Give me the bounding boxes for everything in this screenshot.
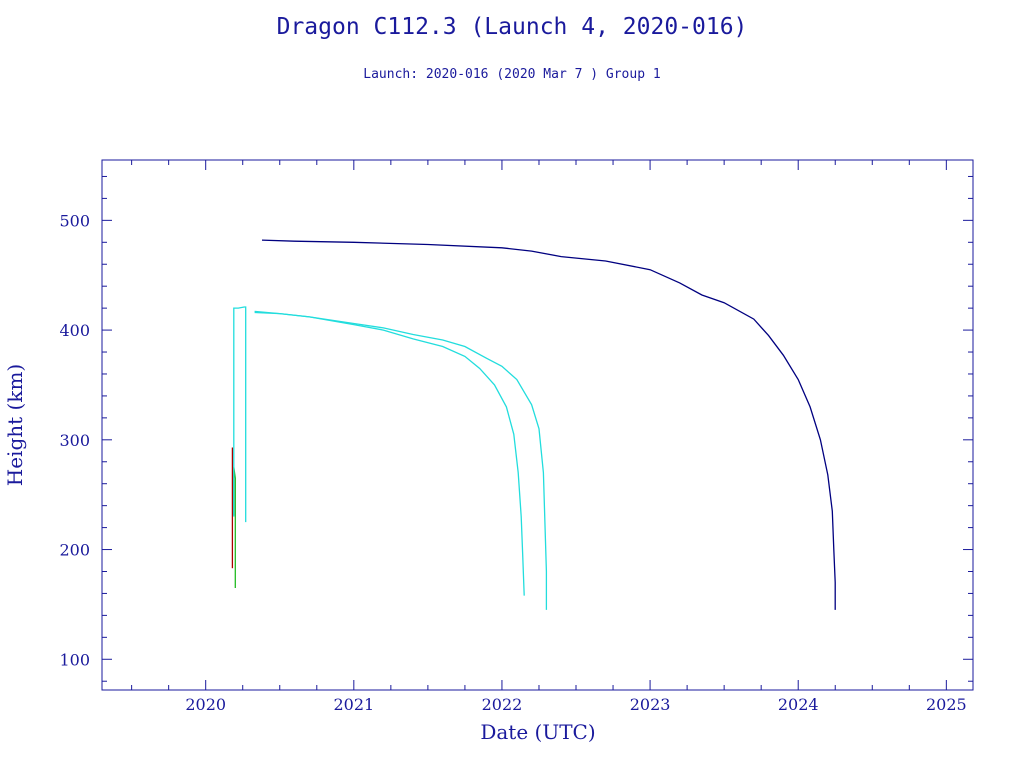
y-tick-label: 100: [59, 650, 90, 669]
chart-subtitle: Launch: 2020-016 (2020 Mar 7 ) Group 1: [363, 67, 661, 82]
series-line-4: [254, 310, 525, 596]
axis-ticks: [102, 160, 973, 690]
x-tick-label: 2025: [926, 695, 967, 714]
series-line-6: [261, 239, 836, 610]
x-tick-label: 2021: [333, 695, 374, 714]
y-tick-label: 200: [59, 541, 90, 560]
x-tick-label: 2022: [482, 695, 523, 714]
plot-frame: [101, 159, 974, 691]
x-tick-label: 2024: [778, 695, 819, 714]
tick-labels: 2020 2021 2022 2023 2024 2025 100 200 300 400 500: [59, 211, 966, 714]
y-tick-label: 500: [59, 211, 90, 230]
x-tick-label: 2023: [630, 695, 671, 714]
chart-title: Dragon C112.3 (Launch 4, 2020-016): [276, 14, 748, 40]
series-group: [231, 239, 836, 610]
y-tick-label: 400: [59, 321, 90, 340]
series-line-5: [254, 311, 548, 610]
y-axis-label: Height (km): [3, 364, 27, 486]
x-tick-label: 2020: [185, 695, 226, 714]
y-tick-label: 300: [59, 431, 90, 450]
x-axis-label: Date (UTC): [480, 720, 595, 744]
series-line-3: [233, 306, 247, 523]
